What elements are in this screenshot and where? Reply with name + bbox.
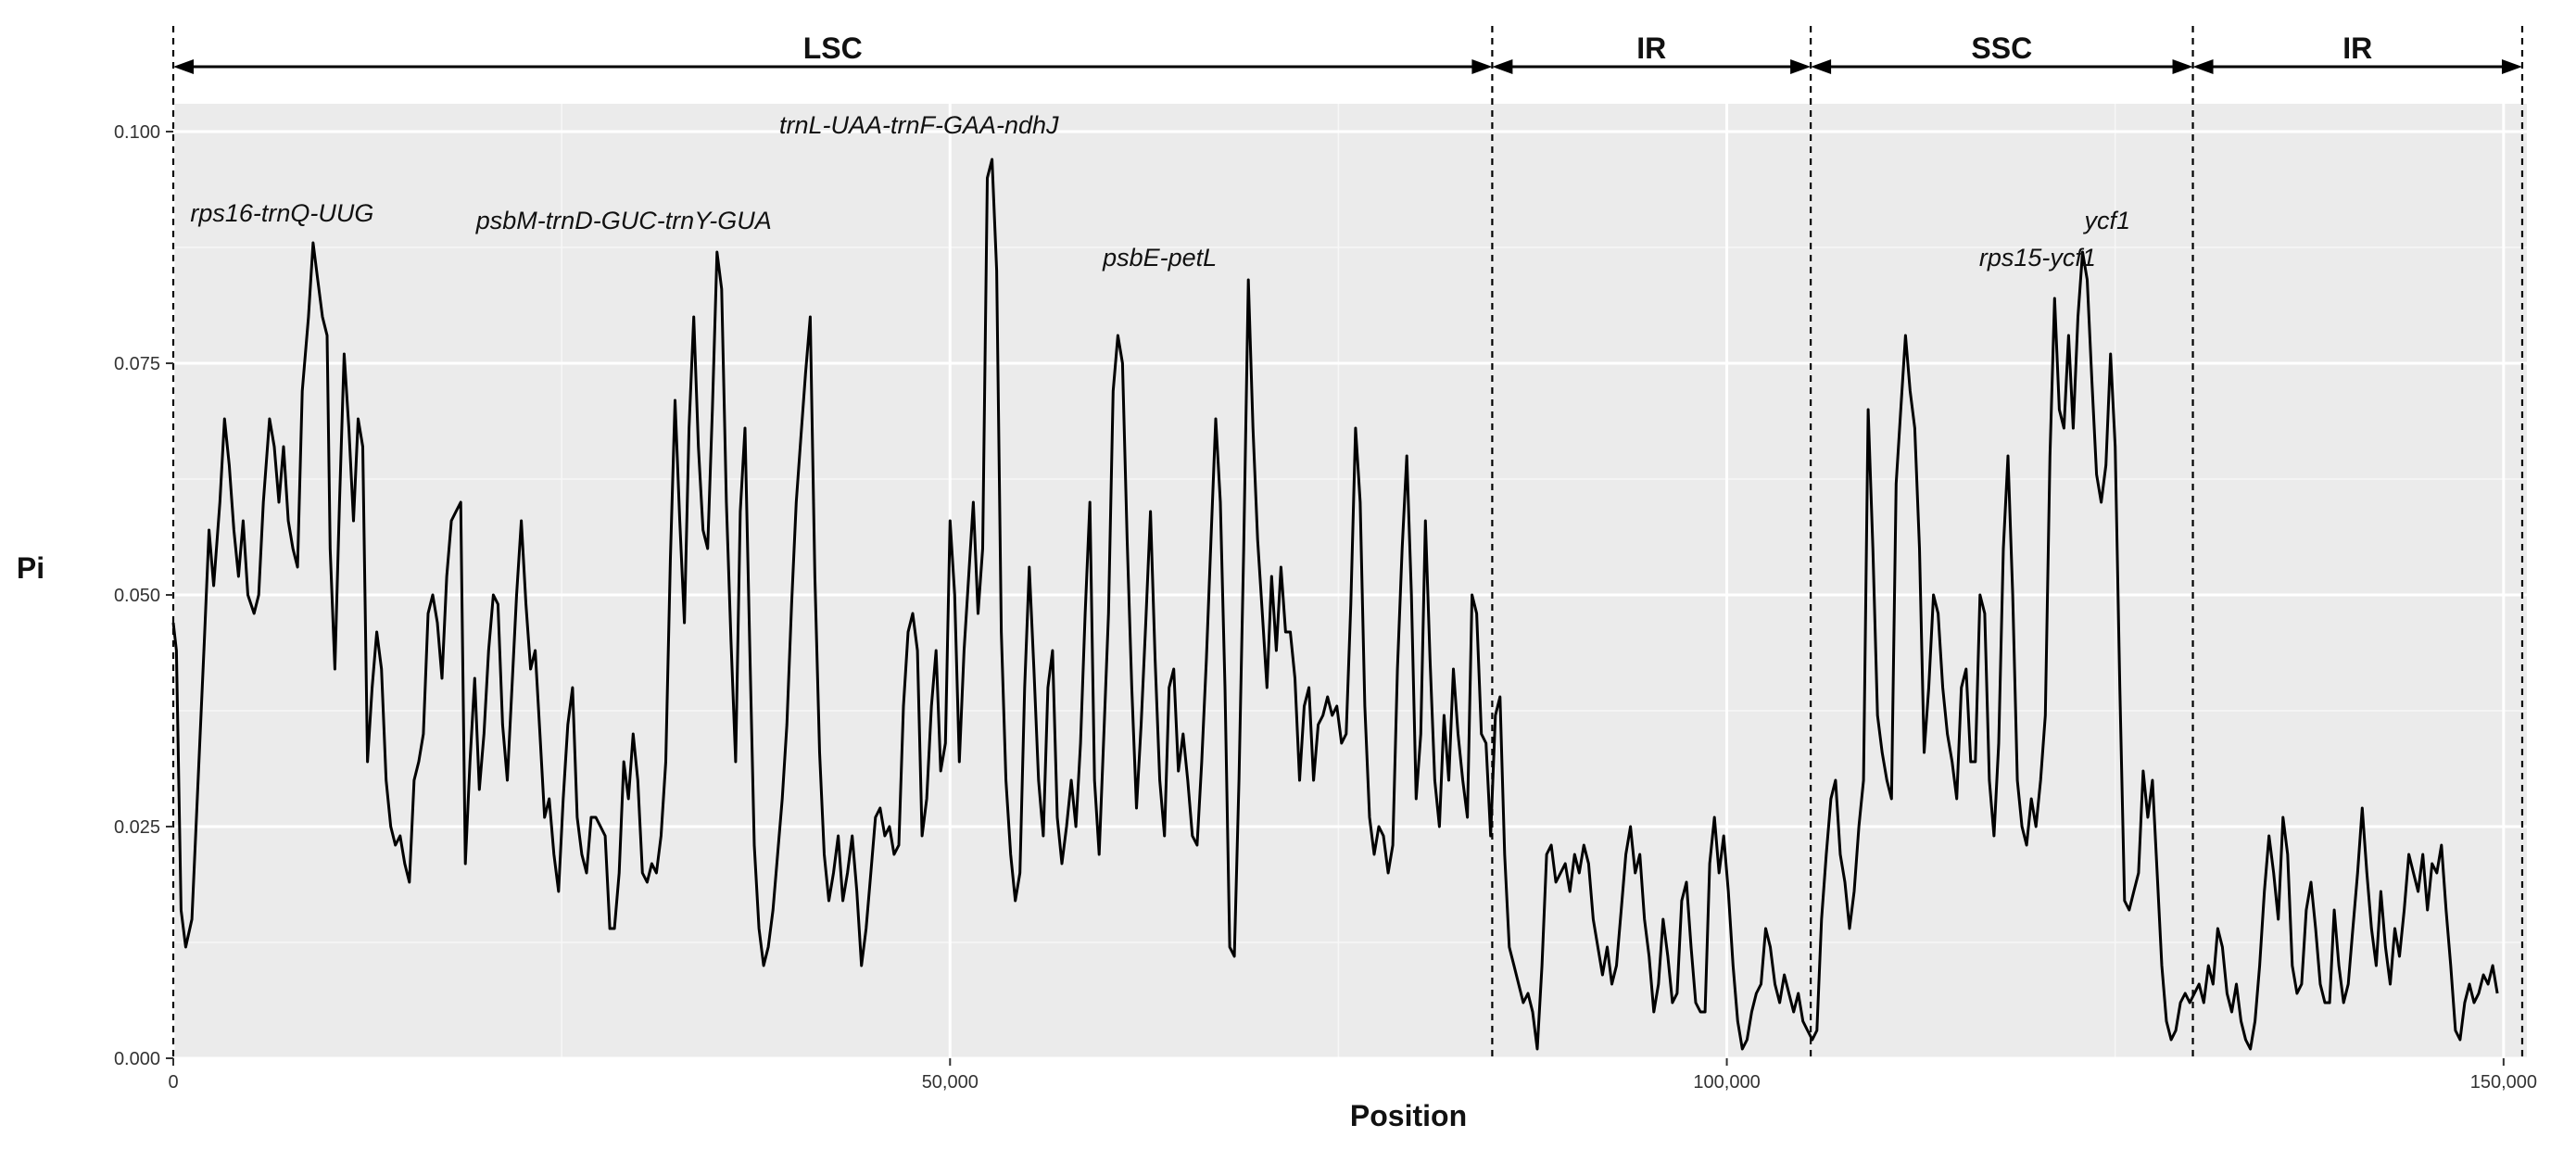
x-tick-label: 50,000 [922,1072,979,1093]
peak-annotation: ycf1 [2083,207,2131,234]
region-arrowhead-right [1790,59,1812,74]
region-arrowhead-left [2192,59,2214,74]
x-tick-label: 150,000 [2470,1072,2537,1093]
annotation-layer: rps16-trnQ-UUG psbM-trnD-GUC-trnY-GUA trnL… [190,111,2130,272]
axis-layer: 0 50,000 100,000 150,000 0.000 0.025 0.050 0.07… [114,122,2537,1093]
pi-series-line [171,158,2499,1051]
peak-annotation: rps16-trnQ-UUG [190,199,373,227]
peak-annotation: trnL-UAA-trnF-GAA-ndhJ [779,111,1059,139]
grid-minor [173,104,2527,1058]
region-label: IR [2342,32,2372,65]
region-arrowhead-left [173,59,194,74]
peak-annotation: psbM-trnD-GUC-trnY-GUA [475,207,772,234]
y-tick-label: 0.075 [114,354,160,374]
region-arrowhead-left [1811,59,1832,74]
region-arrowhead-left [1492,59,1513,74]
region-arrowhead-right [1471,59,1493,74]
region-label: SSC [1971,32,2032,65]
peak-annotation: rps15-ycf1 [1979,244,2096,272]
y-tick-label: 0.100 [114,122,160,143]
x-tick-label: 100,000 [1693,1072,1760,1093]
x-tick-label: 0 [168,1072,178,1093]
y-axis-title: Pi [17,551,44,585]
y-tick-label: 0.000 [114,1049,160,1069]
series-layer [171,158,2499,1051]
y-tick-label: 0.025 [114,817,160,838]
region-arrowhead-right [2172,59,2193,74]
region-arrowhead-right [2501,59,2522,74]
region-label: LSC [803,32,863,65]
peak-annotation: psbE-petL [1102,244,1217,272]
y-tick-label: 0.050 [114,586,160,606]
region-layer: LSC IR SSC IR [171,26,2524,1058]
region-label: IR [1636,32,1666,65]
x-axis-title: Position [1350,1099,1467,1132]
